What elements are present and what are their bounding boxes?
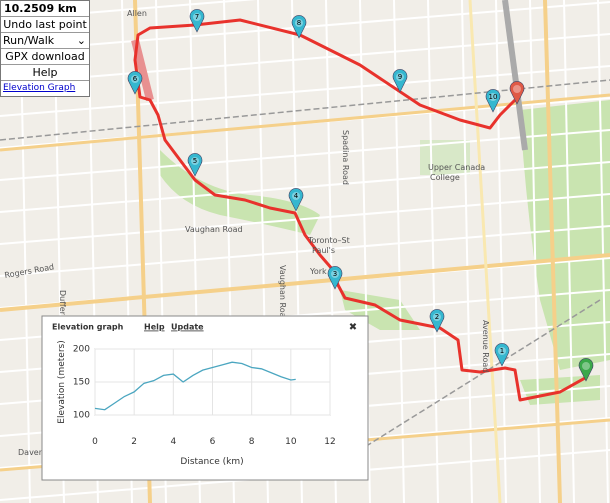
marker-number: 7 [195,13,199,21]
street [0,129,610,181]
map-label: Paul's [312,246,335,255]
undo-button[interactable]: Undo last point [1,17,89,33]
marker-pin [291,15,307,39]
marker-dot [193,13,201,21]
marker-dot [295,19,303,27]
marker-number: 8 [297,19,301,27]
street [529,0,541,503]
marker-pin [288,188,304,212]
street [0,65,610,117]
marker-dot [498,347,506,355]
marker-number: 1 [500,347,504,355]
marker-pin [327,266,343,290]
marker-pin [578,358,594,382]
marker-number: 9 [398,73,402,81]
gpx-button[interactable]: GPX download [1,49,89,65]
map-label: Vaughan Road [278,265,287,323]
marker-dot [131,75,139,83]
street [0,225,610,277]
mode-select[interactable]: Run/Walk ⌄ [1,33,89,49]
marker-pin [494,343,510,367]
marker-number: 2 [435,313,439,321]
marker-dot [489,93,497,101]
marker-number: 4 [294,192,299,200]
marker-dot [292,192,300,200]
marker-pin [509,81,525,105]
map-label: Daven [18,448,44,457]
marker-pin [187,153,203,177]
map-label: Spadina Road [341,130,350,185]
route [133,18,586,402]
street [0,161,610,213]
map-label: Toronto–St [307,236,350,245]
street [0,0,257,21]
map-label: College [430,173,460,182]
marker-number: 6 [133,75,138,83]
marker-number: 10 [489,93,498,101]
markers: 1 2 3 4 5 6 7 8 9 10 [127,9,594,382]
marker-dot [191,157,199,165]
marker-number: 3 [333,270,337,278]
distance: 10.2509 km [1,1,89,17]
marker-dot [331,270,339,278]
marker-pin [485,89,501,113]
map-label: Upper Canada [428,163,485,172]
marker-dot [396,73,404,81]
street [495,0,507,503]
marker-pin [189,9,205,33]
map-label: Dufferin St [58,290,67,333]
elevation-link[interactable]: Elevation Graph [3,83,76,93]
map-label: Vaughan Road [185,225,243,234]
marker-dot [513,85,521,93]
street [461,0,473,503]
marker-pin [392,69,408,93]
marker-dot [433,313,441,321]
street [427,0,439,503]
mode-text: Run/Walk [3,34,55,47]
map-label: Avenue Road [481,320,490,372]
marker-number: 5 [193,157,197,165]
control-panel: 10.2509 km Undo last point Run/Walk ⌄ GPX… [0,0,90,97]
street [0,193,610,245]
help-button[interactable]: Help [1,65,89,81]
map-label: Allen [127,9,147,18]
marker-dot [582,362,590,370]
dropdown-arrow: ⌄ [76,34,86,47]
marker-pin [127,71,143,95]
marker-pin [429,309,445,333]
map-label: York [309,267,327,276]
